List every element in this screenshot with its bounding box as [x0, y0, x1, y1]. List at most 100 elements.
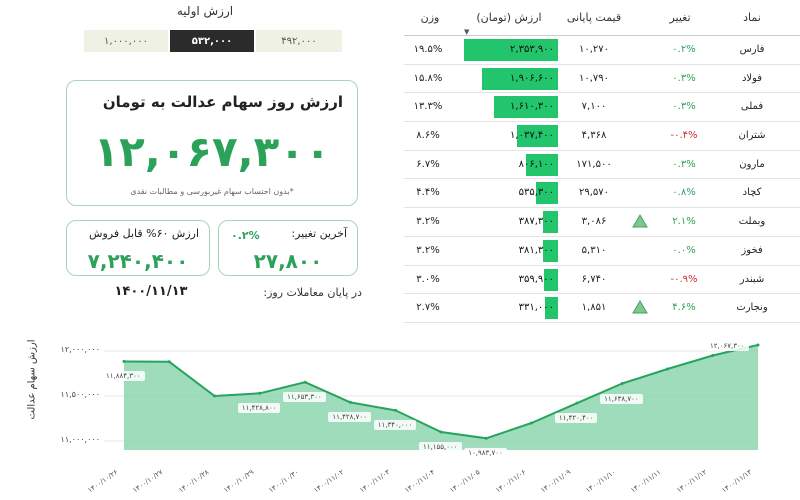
table-row[interactable]: فخوز ۰.۰% ۵,۳۱۰ ۳۸۱,۳۰۰ ۳.۲% [404, 237, 800, 266]
row-value-bar [526, 153, 558, 176]
header-symbol[interactable]: نماد [743, 11, 761, 24]
last-change-percent: ۰.۲% [231, 229, 260, 242]
initial-value-option-3[interactable]: ۴۹۲,۰۰۰ [256, 30, 342, 52]
row-value: ۳۸۷,۳۰۰ [518, 216, 554, 228]
initial-value-title: ارزش اولیه [176, 4, 234, 18]
data-point[interactable] [711, 354, 715, 357]
row-weight: ۶.۷% [416, 158, 440, 170]
table-row[interactable]: فارس ۰.۲% ۱۰,۲۷۰ ۲,۳۵۳,۹۰۰ ۱۹.۵% [404, 36, 800, 65]
row-weight: ۳.۰% [416, 273, 440, 285]
row-value-bar [542, 211, 558, 234]
main-card-value: ۱۲,۰۶۷,۳۰۰ [93, 127, 331, 176]
data-label: ۱۰,۹۸۳,۷۰۰ [464, 448, 507, 459]
last-trade-label: در پایان معاملات روز: [263, 286, 362, 299]
row-weight: ۱۵.۸% [413, 72, 443, 84]
data-point[interactable] [530, 421, 534, 425]
data-label: ۱۱,۴۲۰,۴۰۰ [554, 413, 598, 424]
table-row[interactable]: وبملت ۲.۱% ۳,۰۸۶ ۳۸۷,۳۰۰ ۳.۲% [404, 208, 800, 237]
data-point[interactable] [122, 359, 126, 363]
table-row[interactable]: ونجارت ۴.۶% ۱,۸۵۱ ۳۳۱,۰۰۰ ۲.۷% [404, 294, 800, 323]
y-tick-label: ۱۱,۵۰۰,۰۰۰ [60, 390, 100, 399]
row-change: ۲.۱% [672, 216, 696, 228]
chart-plot [104, 343, 760, 450]
row-value: ۸۰۶,۱۰۰ [518, 158, 554, 170]
row-value: ۲,۳۵۳,۹۰۰ [510, 44, 554, 55]
row-price: ۱۰,۲۷۰ [578, 44, 610, 55]
data-point[interactable] [756, 343, 760, 347]
y-tick-label: ۱۱,۰۰۰,۰۰۰ [60, 435, 100, 444]
row-value-bar [481, 67, 558, 90]
row-value: ۱,۹۰۶,۶۰۰ [510, 72, 554, 84]
data-point[interactable] [665, 367, 669, 371]
data-label: ۱۱,۶۳۸,۷۰۰ [600, 393, 643, 404]
row-value: ۵۳۵,۳۰۰ [518, 187, 554, 199]
table-row[interactable]: کچاد ۰.۸% ۲۹,۵۷۰ ۵۳۵,۳۰۰ ۴.۴% [404, 179, 800, 209]
main-value-card: ارزش روز سهام عدالت به تومان ۱۲,۰۶۷,۳۰۰ … [66, 80, 358, 206]
data-point[interactable] [620, 382, 624, 386]
data-label: ۱۱,۶۵۳,۳۰۰ [283, 392, 326, 403]
table-header: نماد تغییر قیمت پایانی ارزش (تومان) ▼ وز… [404, 0, 800, 36]
data-point[interactable] [167, 360, 171, 364]
table-row[interactable]: مارون ۰.۳% ۱۷۱,۵۰۰ ۸۰۶,۱۰۰ ۶.۷% [404, 151, 800, 180]
data-point[interactable] [575, 401, 579, 405]
row-value: ۱,۶۱۰,۳۰۰ [510, 101, 554, 113]
table-row[interactable]: شتران -۰.۴% ۴,۳۶۸ ۱,۰۳۷,۴۰۰ ۸.۶% [404, 122, 800, 151]
data-point[interactable] [213, 394, 217, 398]
data-point[interactable] [303, 380, 307, 384]
table-row[interactable]: فملی ۰.۳% ۷,۱۰۰ ۱,۶۱۰,۳۰۰ ۱۳.۳% [404, 93, 800, 123]
row-value: ۳۳۱,۰۰۰ [518, 302, 554, 314]
row-value-bar [543, 268, 558, 291]
last-change-title: آخرین تغییر: [291, 227, 347, 240]
header-price[interactable]: قیمت پایانی [566, 11, 622, 24]
row-value-bar [516, 125, 558, 148]
row-price: ۱,۸۵۱ [581, 302, 607, 314]
initial-value-option-1[interactable]: ۱,۰۰۰,۰۰۰ [84, 30, 168, 52]
row-symbol: فولاد [741, 72, 763, 84]
row-price: ۷,۱۰۰ [581, 101, 607, 113]
initial-value-option-2-selected[interactable]: ۵۳۲,۰۰۰ [170, 30, 254, 52]
data-point[interactable] [439, 430, 443, 434]
row-weight: ۳.۲% [416, 244, 440, 256]
row-price: ۴,۳۶۸ [581, 130, 607, 142]
data-point[interactable] [484, 436, 488, 440]
row-value-bar [536, 182, 558, 205]
row-value-bar [464, 39, 558, 61]
row-change: ۰.۸% [672, 187, 696, 199]
row-value: ۱,۰۳۷,۴۰۰ [510, 130, 554, 142]
row-change: ۰.۳% [672, 72, 696, 84]
row-weight: ۱۳.۳% [413, 101, 443, 113]
row-symbol: وبملت [738, 216, 766, 228]
table-row[interactable]: شبندر -۰.۹% ۶,۷۴۰ ۳۵۹,۹۰۰ ۳.۰% [404, 266, 800, 295]
row-price: ۳,۰۸۶ [581, 216, 607, 228]
data-point[interactable] [348, 400, 352, 404]
row-weight: ۲.۷% [416, 302, 440, 314]
sellable-value-card: ارزش ۶۰% قابل فروش ۷,۲۴۰,۴۰۰ [66, 220, 210, 276]
row-symbol: شتران [738, 130, 766, 142]
row-change: ۰.۰% [672, 244, 696, 256]
header-change[interactable]: تغییر [669, 11, 691, 24]
row-value: ۳۸۱,۳۰۰ [518, 244, 554, 256]
row-value-bar [544, 297, 558, 320]
row-symbol: فخوز [741, 244, 763, 256]
row-symbol: شبندر [739, 273, 765, 285]
row-symbol: مارون [739, 158, 765, 170]
header-weight[interactable]: وزن [420, 11, 440, 24]
data-label: ۱۱,۱۵۵,۰۰۰ [419, 442, 462, 452]
row-price: ۶,۷۴۰ [581, 273, 607, 285]
data-label: ۱۱,۴۲۸,۷۰۰ [328, 412, 371, 423]
series-area [124, 344, 758, 450]
y-tick-label: ۱۲,۰۰۰,۰۰۰ [60, 345, 100, 354]
data-point[interactable] [258, 391, 262, 395]
row-change: ۰.۲% [672, 44, 696, 55]
header-value[interactable]: ارزش (تومان) [476, 11, 542, 24]
row-symbol: کچاد [742, 187, 762, 199]
data-point[interactable] [394, 408, 398, 412]
table-body: فارس ۰.۲% ۱۰,۲۷۰ ۲,۳۵۳,۹۰۰ ۱۹.۵% فولاد ۰.۳% ۱۰,… [404, 36, 800, 323]
row-value: ۳۵۹,۹۰۰ [518, 273, 554, 285]
row-change: -۰.۴% [670, 130, 698, 142]
sellable-value: ۷,۲۴۰,۴۰۰ [87, 249, 189, 273]
table-row[interactable]: فولاد ۰.۳% ۱۰,۷۹۰ ۱,۹۰۶,۶۰۰ ۱۵.۸% [404, 65, 800, 94]
data-label: ۱۲,۰۶۷,۳۰۰ [706, 340, 749, 351]
symbols-table: نماد تغییر قیمت پایانی ارزش (تومان) ▼ وز… [404, 0, 800, 323]
row-price: ۱۷۱,۵۰۰ [576, 158, 612, 170]
